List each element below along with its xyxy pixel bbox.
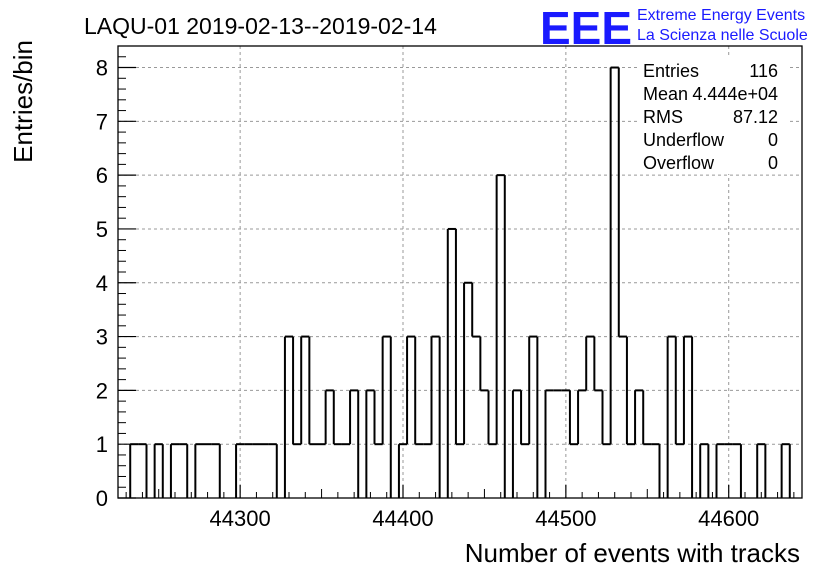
y-tick-label: 2 <box>96 378 108 403</box>
stats-value: 116 <box>749 61 778 81</box>
x-tick-label: 44400 <box>372 506 433 531</box>
y-tick-label: 5 <box>96 217 108 242</box>
y-tick-label: 7 <box>96 109 108 134</box>
y-axis-label: Entries/bin <box>8 40 38 163</box>
y-tick-label: 6 <box>96 163 108 188</box>
stats-label: Underflow <box>643 130 725 150</box>
y-tick-label: 1 <box>96 432 108 457</box>
y-tick-label: 3 <box>96 325 108 350</box>
stats-value: 87.12 <box>733 107 778 127</box>
stats-label: Entries <box>643 61 699 81</box>
brand-line-2: La Scienza nelle Scuole <box>637 27 808 44</box>
stats-label: Mean <box>643 84 688 104</box>
stats-label: Overflow <box>643 153 715 173</box>
x-tick-label: 44300 <box>210 506 271 531</box>
grid-layer <box>118 46 802 498</box>
y-tick-label: 0 <box>96 486 108 511</box>
stats-box: Entries 116 Mean 4.444e+04 RMS 87.12 Underflow… <box>638 58 788 174</box>
histogram-layer <box>129 66 791 498</box>
stats-label: RMS <box>643 107 683 127</box>
brand-line-1: Extreme Energy Events <box>637 7 805 24</box>
stats-value: 4.444e+04 <box>692 84 778 104</box>
tick-layer: 44300 44400 44500 44600 0 1 2 3 4 5 6 7 8 <box>96 56 795 531</box>
eee-logo: EEE Extreme Energy Events La Scienza nel… <box>540 2 808 54</box>
stats-value: 0 <box>768 130 778 150</box>
x-tick-label: 44600 <box>698 506 759 531</box>
x-axis-label: Number of events with tracks <box>465 538 800 568</box>
stats-rows: Entries 116 Mean 4.444e+04 RMS 87.12 Underflow… <box>643 61 778 173</box>
x-tick-label: 44500 <box>535 506 596 531</box>
eee-logo-mark: EEE <box>540 2 632 54</box>
y-tick-label: 4 <box>96 271 108 296</box>
y-tick-label: 8 <box>96 56 108 81</box>
chart-title: LAQU-01 2019-02-13--2019-02-14 <box>84 13 437 39</box>
stats-box-background <box>638 58 788 174</box>
stats-value: 0 <box>768 153 778 173</box>
